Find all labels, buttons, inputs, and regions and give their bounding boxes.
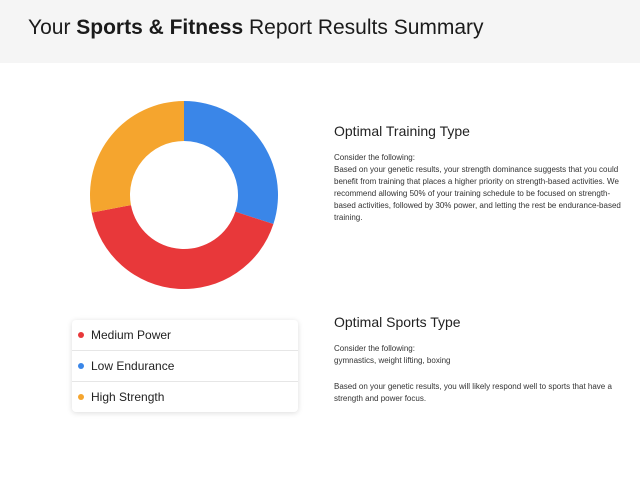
- donut-slice-high-strength: [90, 101, 184, 213]
- title-suffix: Report Results Summary: [243, 16, 484, 39]
- legend-label: High Strength: [91, 390, 165, 404]
- legend-dot: [78, 332, 84, 338]
- sports-list: gymnastics, weight lifting, boxing: [334, 356, 451, 365]
- legend-label: Medium Power: [91, 328, 172, 342]
- legend-item-low-endurance: Low Endurance: [72, 351, 298, 382]
- sports-title: Optimal Sports Type: [334, 314, 461, 330]
- chart-legend: Medium Power Low Endurance High Strength: [72, 320, 298, 412]
- legend-item-high-strength: High Strength: [72, 382, 298, 412]
- donut-slice-low-endurance: [184, 101, 278, 225]
- page-header: Your Sports & Fitness Report Results Sum…: [0, 0, 640, 63]
- legend-dot: [78, 394, 84, 400]
- legend-label: Low Endurance: [91, 359, 175, 373]
- legend-dot: [78, 363, 84, 369]
- training-section: Optimal Training Type Consider the follo…: [334, 123, 624, 224]
- title-bold: Sports & Fitness: [76, 16, 244, 39]
- training-title: Optimal Training Type: [334, 123, 470, 139]
- sports-section: Optimal Sports Type Consider the followi…: [334, 314, 624, 405]
- page-title: Your Sports & Fitness Report Results Sum…: [28, 16, 484, 40]
- legend-item-medium-power: Medium Power: [72, 320, 298, 351]
- donut-slice-medium-power: [91, 205, 274, 289]
- title-prefix: Your: [28, 16, 77, 39]
- training-text: Based on your genetic results, your stre…: [334, 165, 621, 222]
- donut-chart: [90, 101, 278, 289]
- sports-text: Based on your genetic results, you will …: [334, 382, 612, 403]
- training-subtitle: Consider the following:: [334, 153, 415, 162]
- sports-subtitle: Consider the following:: [334, 344, 415, 353]
